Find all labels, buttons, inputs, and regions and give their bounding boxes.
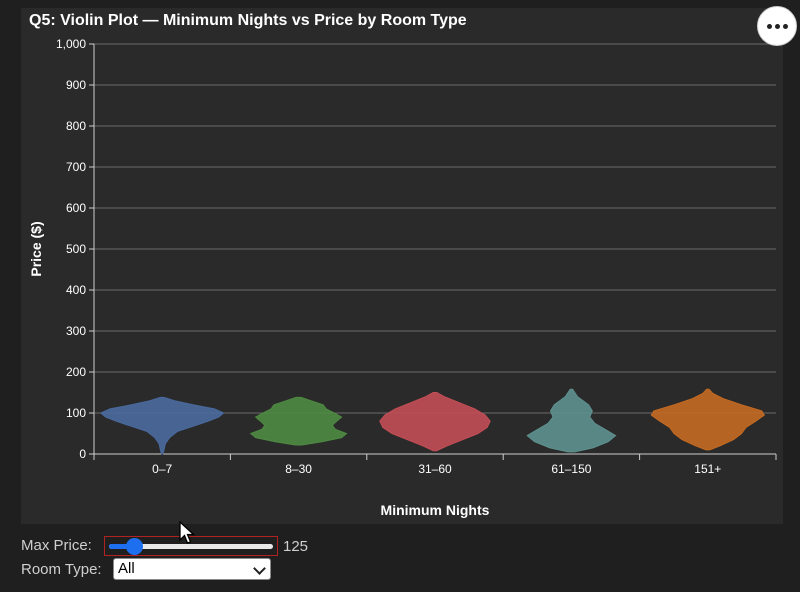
y-tick-label: 600 [66, 201, 86, 215]
slider-fill [109, 544, 134, 549]
more-horizontal-icon [766, 23, 772, 29]
chevron-down-icon [253, 562, 266, 575]
chart-panel: 0 100 200 300 400 500 600 700 800 900 1,000 0–7 8–30… [21, 8, 783, 524]
slider-thumb[interactable] [125, 538, 143, 555]
y-tick-label: 900 [66, 78, 86, 92]
x-tick-label: 8–30 [285, 462, 312, 476]
x-tick-label: 0–7 [152, 462, 172, 476]
room-type-selected: All [118, 560, 135, 577]
y-tick-label: 1,000 [56, 37, 86, 51]
y-tick-label: 400 [66, 283, 86, 297]
violin-5 [650, 388, 765, 451]
max-price-row: Max Price: 125 [21, 536, 308, 556]
y-tick-label: 0 [79, 447, 86, 461]
max-price-slider[interactable] [104, 536, 278, 556]
violin-4 [526, 388, 617, 453]
y-axis-label: Price ($) [28, 221, 44, 276]
mouse-cursor-icon [179, 521, 195, 544]
room-type-label: Room Type: [21, 561, 102, 578]
x-tick-label: 151+ [694, 462, 721, 476]
more-options-button[interactable] [757, 6, 797, 46]
y-tick-label: 100 [66, 406, 86, 420]
violin-chart: 0 100 200 300 400 500 600 700 800 900 1,000 0–7 8–30… [28, 37, 777, 518]
violin-1 [99, 396, 225, 455]
x-axis-label: Minimum Nights [381, 502, 490, 518]
y-tick-label: 300 [66, 324, 86, 338]
room-type-select[interactable]: All [113, 558, 271, 580]
max-price-label: Max Price: [21, 537, 92, 554]
slider-track[interactable] [109, 538, 273, 555]
x-tick-label: 31–60 [418, 462, 452, 476]
chart-title: Q5: Violin Plot — Minimum Nights vs Pric… [29, 12, 467, 29]
y-tick-label: 200 [66, 365, 86, 379]
y-tick-label: 700 [66, 160, 86, 174]
violin-3 [379, 392, 491, 452]
room-type-row: Room Type: All [21, 558, 271, 580]
violin-2 [249, 396, 348, 446]
y-tick-label: 500 [66, 242, 86, 256]
y-tick-label: 800 [66, 119, 86, 133]
x-tick-label: 61–150 [551, 462, 591, 476]
max-price-value: 125 [283, 538, 309, 555]
